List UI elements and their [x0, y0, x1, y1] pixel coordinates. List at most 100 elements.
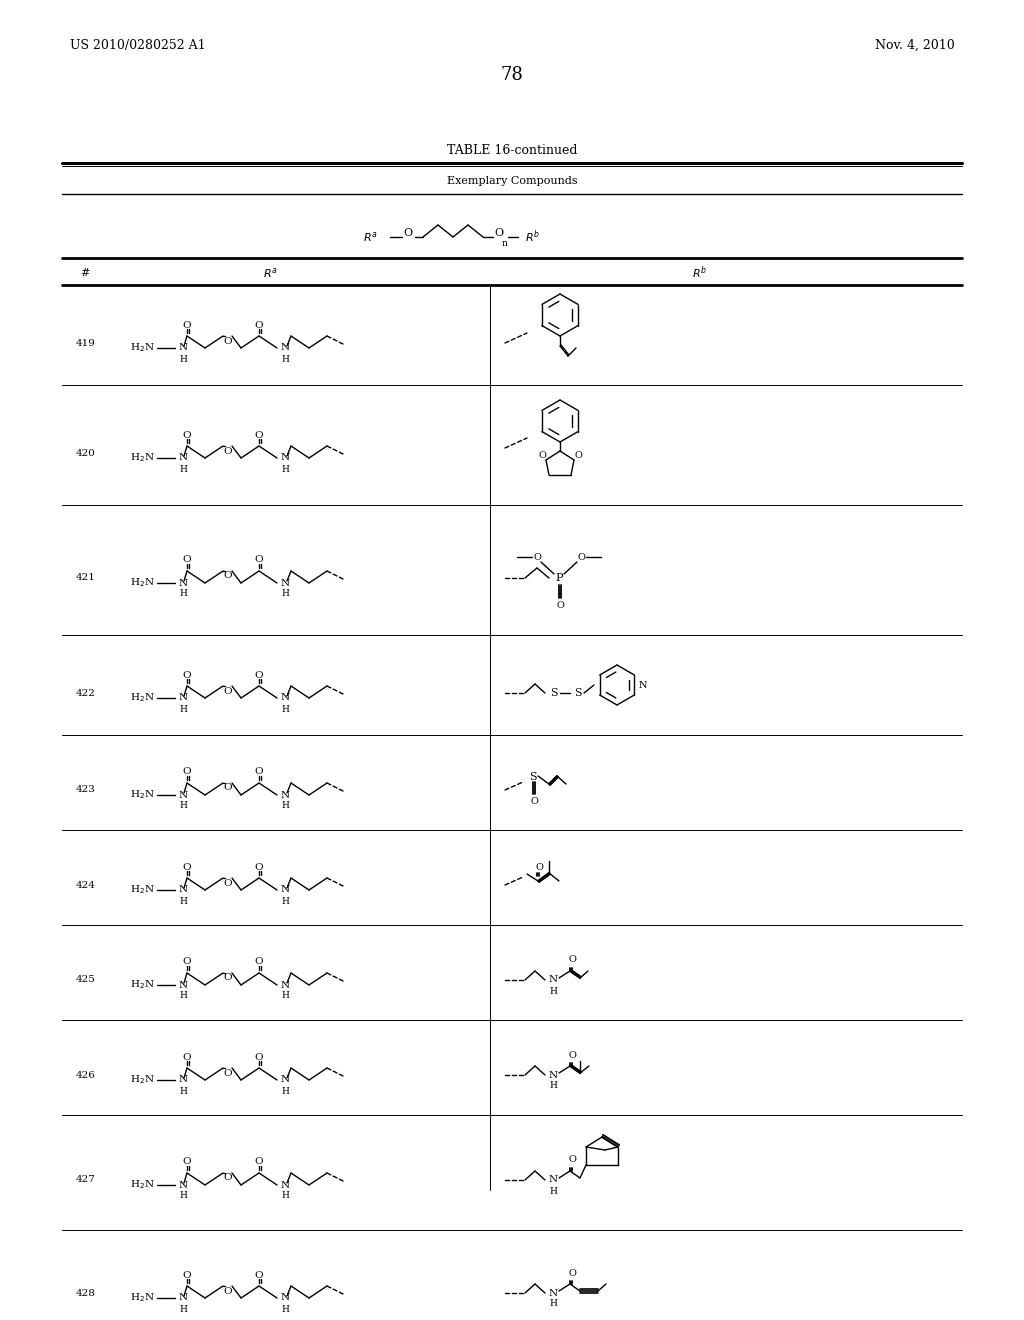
Text: O: O: [182, 1052, 191, 1061]
Text: #: #: [80, 268, 89, 279]
Text: O: O: [568, 956, 575, 965]
Text: H$_2$N: H$_2$N: [130, 692, 155, 705]
Text: H: H: [281, 1192, 289, 1200]
Text: N: N: [549, 1176, 557, 1184]
Text: H$_2$N: H$_2$N: [130, 1179, 155, 1192]
Text: N: N: [179, 343, 188, 352]
Text: N: N: [281, 693, 290, 702]
Text: 422: 422: [76, 689, 96, 697]
Text: O: O: [182, 957, 191, 966]
Text: 426: 426: [76, 1071, 96, 1080]
Text: N: N: [281, 1076, 290, 1085]
Text: O: O: [182, 767, 191, 776]
Text: 424: 424: [76, 880, 96, 890]
Text: N: N: [281, 981, 290, 990]
Text: N: N: [179, 1076, 188, 1085]
Text: O: O: [255, 862, 263, 871]
Text: S: S: [574, 688, 582, 698]
Text: O: O: [223, 572, 232, 581]
Text: N: N: [179, 1180, 188, 1189]
Text: O: O: [568, 1051, 575, 1060]
Text: O: O: [255, 556, 263, 565]
Text: O: O: [223, 1068, 232, 1077]
Text: Exemplary Compounds: Exemplary Compounds: [446, 176, 578, 186]
Text: N: N: [639, 681, 647, 689]
Text: 428: 428: [76, 1288, 96, 1298]
Text: H$_2$N: H$_2$N: [130, 978, 155, 991]
Text: 423: 423: [76, 785, 96, 795]
Text: H$_2$N: H$_2$N: [130, 342, 155, 354]
Text: N: N: [179, 1294, 188, 1303]
Text: O: O: [578, 553, 585, 561]
Text: N: N: [281, 1294, 290, 1303]
Text: O: O: [223, 446, 232, 455]
Text: O: O: [223, 1173, 232, 1183]
Text: O: O: [534, 553, 541, 561]
Text: TABLE 16-continued: TABLE 16-continued: [446, 144, 578, 157]
Text: O: O: [538, 451, 546, 461]
Text: $R^b$: $R^b$: [692, 265, 708, 281]
Text: H: H: [281, 1086, 289, 1096]
Text: N: N: [281, 343, 290, 352]
Text: 427: 427: [76, 1176, 96, 1184]
Text: N: N: [281, 886, 290, 895]
Text: O: O: [530, 796, 538, 805]
Text: O: O: [255, 1052, 263, 1061]
Text: O: O: [182, 671, 191, 680]
Text: H$_2$N: H$_2$N: [130, 451, 155, 465]
Text: Nov. 4, 2010: Nov. 4, 2010: [876, 38, 955, 51]
Text: N: N: [549, 1071, 557, 1080]
Text: O: O: [223, 784, 232, 792]
Text: H: H: [179, 590, 186, 598]
Text: S: S: [550, 688, 558, 698]
Text: H: H: [549, 1081, 557, 1090]
Text: O: O: [223, 337, 232, 346]
Text: N: N: [281, 578, 290, 587]
Text: N: N: [179, 578, 188, 587]
Text: N: N: [179, 791, 188, 800]
Text: N: N: [281, 454, 290, 462]
Text: H$_2$N: H$_2$N: [130, 1291, 155, 1304]
Text: O: O: [568, 1155, 575, 1164]
Text: O: O: [182, 1158, 191, 1167]
Text: H: H: [549, 986, 557, 995]
Text: N: N: [179, 981, 188, 990]
Text: O: O: [574, 451, 582, 461]
Text: N: N: [179, 454, 188, 462]
Text: H: H: [549, 1299, 557, 1308]
Text: 420: 420: [76, 449, 96, 458]
Text: H: H: [179, 355, 186, 363]
Text: US 2010/0280252 A1: US 2010/0280252 A1: [70, 38, 206, 51]
Text: O: O: [223, 1287, 232, 1295]
Text: $R^b$: $R^b$: [525, 228, 540, 246]
Text: H: H: [281, 896, 289, 906]
Text: H: H: [179, 465, 186, 474]
Text: N: N: [281, 1180, 290, 1189]
Text: 425: 425: [76, 975, 96, 985]
Text: N: N: [179, 886, 188, 895]
Text: O: O: [255, 671, 263, 680]
Text: H$_2$N: H$_2$N: [130, 788, 155, 801]
Text: 78: 78: [501, 66, 523, 84]
Text: H: H: [281, 590, 289, 598]
Text: O: O: [255, 430, 263, 440]
Text: 419: 419: [76, 338, 96, 347]
Text: O: O: [182, 430, 191, 440]
Text: O: O: [255, 321, 263, 330]
Text: O: O: [556, 601, 564, 610]
Text: H: H: [281, 465, 289, 474]
Text: O: O: [536, 863, 543, 873]
Text: O: O: [223, 974, 232, 982]
Text: H: H: [281, 355, 289, 363]
Text: O: O: [568, 1269, 575, 1278]
Text: H: H: [281, 705, 289, 714]
Text: O: O: [182, 556, 191, 565]
Text: O: O: [182, 1270, 191, 1279]
Text: O: O: [495, 228, 504, 238]
Text: H: H: [179, 1192, 186, 1200]
Text: H: H: [281, 801, 289, 810]
Text: H: H: [179, 705, 186, 714]
Text: O: O: [182, 321, 191, 330]
Text: H$_2$N: H$_2$N: [130, 1073, 155, 1086]
Text: O: O: [255, 767, 263, 776]
